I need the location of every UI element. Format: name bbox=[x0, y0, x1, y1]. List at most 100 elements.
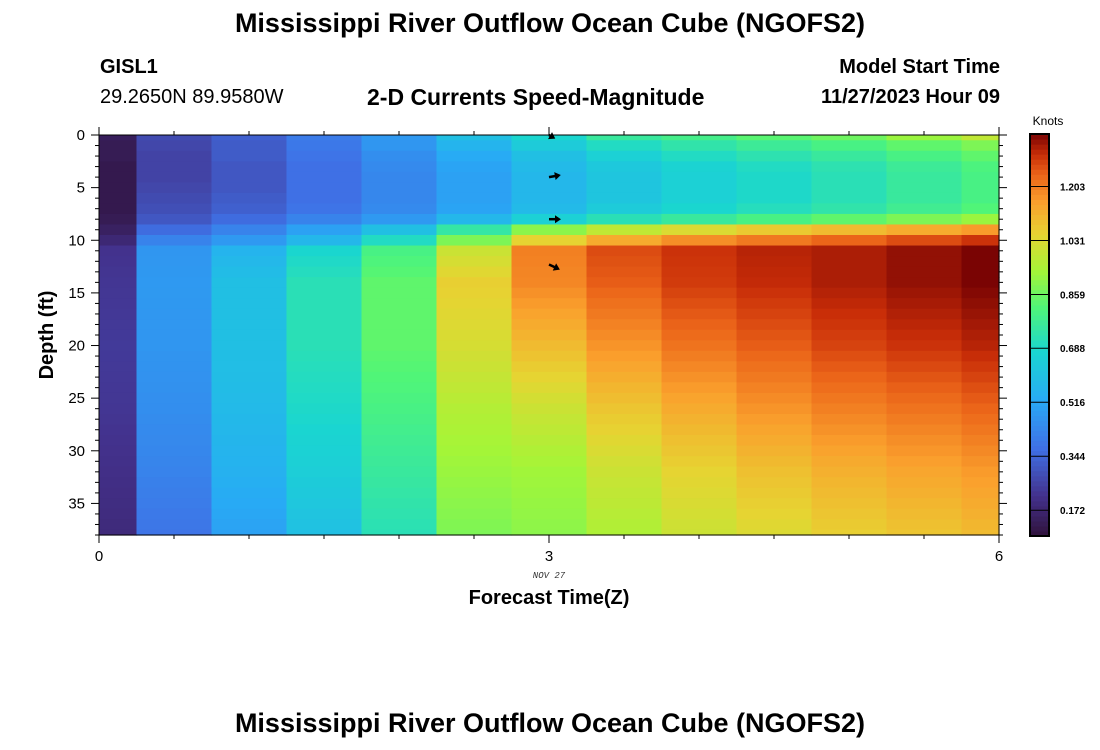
colorbar-swatch bbox=[1030, 335, 1049, 341]
heatmap-cell bbox=[211, 508, 288, 520]
heatmap-cell bbox=[886, 245, 963, 257]
heatmap-cell bbox=[586, 445, 663, 457]
heatmap-cell bbox=[436, 445, 513, 457]
heatmap-cell bbox=[661, 350, 738, 362]
colorbar-swatch bbox=[1030, 304, 1049, 311]
heatmap-cell bbox=[436, 466, 513, 478]
heatmap-cell bbox=[99, 266, 138, 278]
heatmap-cell bbox=[99, 213, 138, 226]
heatmap-cell bbox=[811, 192, 888, 205]
colorbar-swatch bbox=[1030, 465, 1049, 472]
heatmap-cell bbox=[361, 456, 438, 468]
heatmap-cell bbox=[361, 487, 438, 499]
colorbar-swatch bbox=[1030, 500, 1049, 507]
heatmap-cell bbox=[811, 445, 888, 457]
heatmap-cell bbox=[961, 498, 1000, 510]
heatmap-cell bbox=[586, 361, 663, 373]
heatmap-cell bbox=[136, 150, 213, 162]
colorbar-swatch bbox=[1030, 455, 1049, 462]
colorbar-swatch bbox=[1030, 430, 1049, 437]
colorbar-swatch bbox=[1030, 184, 1049, 190]
current-vector-arrow bbox=[548, 263, 560, 271]
colorbar-swatch bbox=[1030, 209, 1049, 216]
heatmap-cell bbox=[99, 171, 138, 183]
heatmap-cell bbox=[586, 456, 663, 468]
current-vector-arrow bbox=[549, 215, 561, 224]
footer-title: Mississippi River Outflow Ocean Cube (NG… bbox=[234, 708, 866, 738]
heatmap-cell bbox=[511, 182, 588, 194]
heatmap-cell bbox=[511, 245, 588, 257]
heatmap-cell bbox=[286, 413, 363, 426]
heatmap-cell bbox=[211, 382, 288, 394]
heatmap-cell bbox=[811, 508, 888, 520]
heatmap-cell bbox=[736, 445, 813, 457]
heatmap-cell bbox=[586, 308, 663, 320]
heatmap-cell bbox=[361, 382, 438, 394]
heatmap-cell bbox=[436, 161, 513, 173]
heatmap-cell bbox=[99, 466, 138, 478]
heatmap-cell bbox=[886, 361, 963, 373]
heatmap-cell bbox=[811, 413, 888, 426]
heatmap-cell bbox=[736, 382, 813, 394]
heatmap-cell bbox=[286, 235, 363, 247]
heatmap-cell bbox=[736, 150, 813, 162]
heatmap-cell bbox=[661, 529, 738, 536]
heatmap-cell bbox=[961, 413, 1000, 426]
heatmap-cell bbox=[361, 308, 438, 320]
heatmap-cell bbox=[99, 308, 138, 320]
heatmap-cell bbox=[136, 340, 213, 352]
heatmap-cell bbox=[436, 135, 513, 141]
heatmap-cell bbox=[661, 192, 738, 205]
heatmap-cell bbox=[736, 403, 813, 415]
heatmap-cell bbox=[286, 213, 363, 226]
heatmap-cell bbox=[211, 182, 288, 194]
heatmap-cell bbox=[961, 245, 1000, 257]
heatmap-cell bbox=[136, 361, 213, 373]
colorbar-swatch bbox=[1030, 400, 1049, 406]
heatmap-cell bbox=[811, 529, 888, 536]
heatmap-cell bbox=[886, 287, 963, 299]
heatmap-cell bbox=[511, 371, 588, 383]
colorbar-swatch bbox=[1030, 274, 1049, 281]
heatmap-cell bbox=[661, 435, 738, 447]
heatmap-cell bbox=[886, 192, 963, 205]
heatmap-cell bbox=[736, 435, 813, 447]
heatmap-cell bbox=[211, 350, 288, 362]
heatmap-cell bbox=[586, 135, 663, 141]
heatmap-cell bbox=[436, 266, 513, 278]
heatmap-cell bbox=[961, 519, 1000, 531]
heatmap-cell bbox=[211, 140, 288, 152]
heatmap-cell bbox=[661, 392, 738, 405]
heatmap-cell bbox=[511, 382, 588, 394]
heatmap-cell bbox=[136, 245, 213, 257]
colorbar-swatch bbox=[1030, 350, 1049, 356]
heatmap-cell bbox=[961, 403, 1000, 415]
heatmap-cell bbox=[661, 182, 738, 194]
heatmap-cell bbox=[661, 382, 738, 394]
colorbar-tick-label: 0.688 bbox=[1060, 344, 1085, 355]
heatmap-cell bbox=[961, 456, 1000, 468]
heatmap-cell bbox=[99, 350, 138, 362]
heatmap-cell bbox=[136, 445, 213, 457]
heatmap-cell bbox=[736, 298, 813, 310]
chart-title: Mississippi River Outflow Ocean Cube (NG… bbox=[234, 8, 866, 38]
heatmap-cell bbox=[736, 519, 813, 531]
heatmap-cell bbox=[361, 519, 438, 531]
colorbar-swatch bbox=[1030, 194, 1049, 200]
heatmap-cell bbox=[286, 150, 363, 162]
heatmap-cell bbox=[361, 319, 438, 331]
colorbar-swatch bbox=[1030, 254, 1049, 261]
colorbar-swatch bbox=[1030, 329, 1049, 336]
colorbar-frame bbox=[1029, 133, 1050, 537]
heatmap-cell bbox=[211, 456, 288, 468]
heatmap-cell bbox=[661, 477, 738, 489]
colorbar-swatch bbox=[1030, 279, 1049, 286]
heatmap-cell bbox=[961, 382, 1000, 394]
colorbar-swatch bbox=[1030, 234, 1049, 241]
heatmap-cell bbox=[511, 403, 588, 415]
heatmap-cell bbox=[361, 413, 438, 426]
heatmap-cell bbox=[286, 140, 363, 152]
heatmap-cell bbox=[511, 456, 588, 468]
heatmap-cell bbox=[886, 298, 963, 310]
heatmap-cell bbox=[586, 192, 663, 205]
